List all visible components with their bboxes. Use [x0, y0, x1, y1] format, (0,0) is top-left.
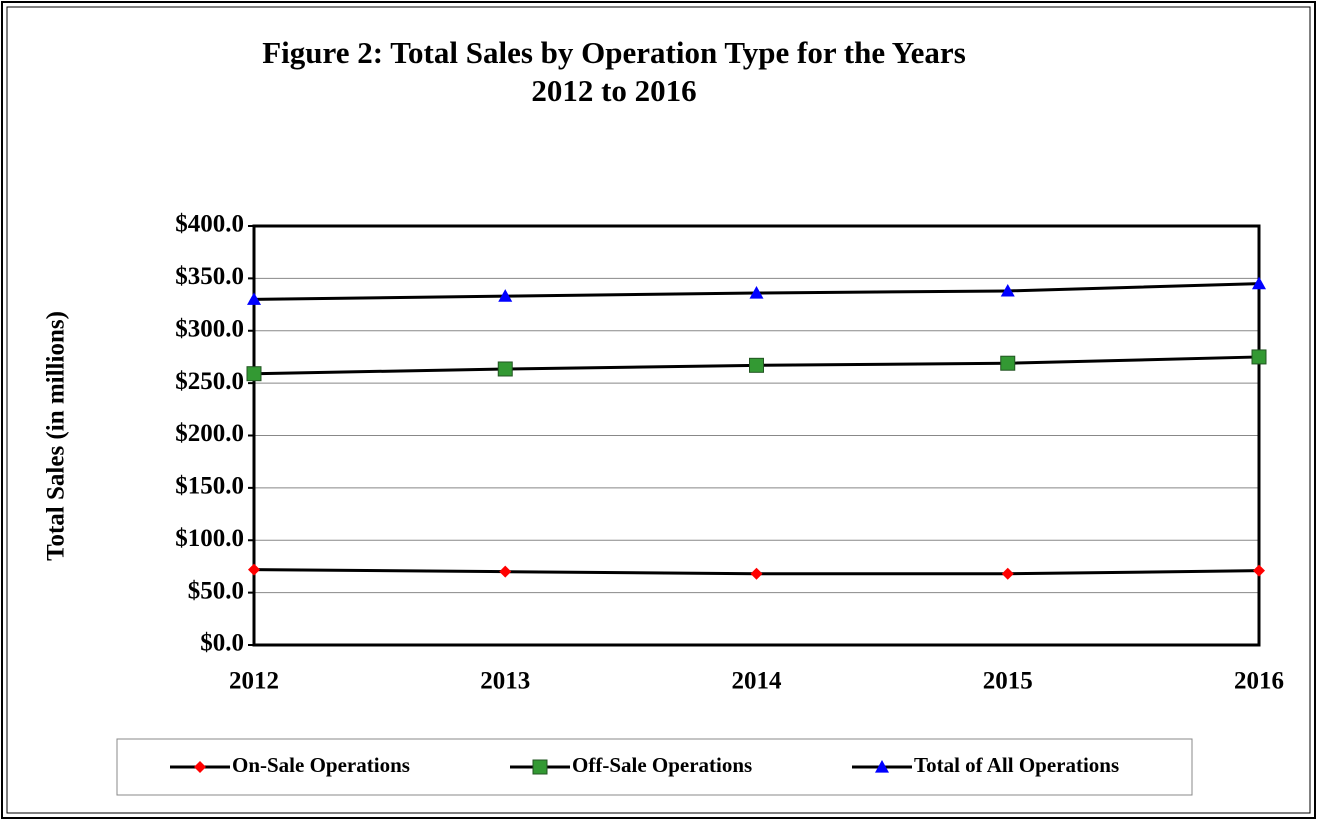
data-point: [1001, 567, 1014, 580]
data-point: [1251, 349, 1267, 365]
data-point: [1252, 276, 1266, 290]
legend-label: Off-Sale Operations: [572, 753, 752, 777]
x-tick-label: 2012: [229, 668, 279, 695]
x-tick-label: 2013: [480, 668, 530, 695]
y-tick-label: $400.0: [175, 211, 244, 238]
data-point: [248, 563, 260, 576]
y-axis-label: Total Sales (in millions): [43, 311, 70, 561]
data-point: [246, 366, 262, 382]
data-point: [1000, 355, 1016, 371]
y-tick-label: $200.0: [175, 420, 244, 447]
chart-title: Figure 2: Total Sales by Operation Type …: [262, 35, 966, 70]
y-tick-label: $250.0: [175, 368, 244, 395]
data-point: [749, 357, 764, 373]
legend-marker: [532, 759, 548, 775]
legend-label: Total of All Operations: [914, 753, 1119, 777]
legend-marker: [194, 761, 206, 773]
data-point: [749, 286, 764, 299]
chart-title: 2012 to 2016: [531, 73, 696, 108]
y-tick-label: $350.0: [175, 263, 244, 290]
data-point: [750, 567, 763, 580]
legend-label: On-Sale Operations: [232, 753, 410, 777]
legend-box: [116, 738, 1193, 796]
x-tick-label: 2016: [1234, 668, 1284, 695]
y-tick-label: $300.0: [175, 315, 244, 342]
data-point: [1000, 283, 1015, 297]
inner-border: [6, 6, 1311, 814]
y-tick-label: $150.0: [175, 473, 244, 500]
x-tick-label: 2015: [983, 668, 1033, 695]
plot-area: [252, 224, 1261, 647]
y-tick-label: $50.0: [188, 577, 244, 604]
y-tick-label: $100.0: [175, 525, 244, 552]
data-point: [1253, 564, 1265, 577]
data-point: [499, 565, 512, 578]
data-point: [247, 292, 261, 305]
data-point: [498, 289, 513, 302]
legend-marker: [875, 760, 889, 773]
y-tick-label: $0.0: [200, 630, 244, 657]
data-point: [497, 361, 513, 377]
x-tick-label: 2014: [732, 668, 783, 695]
